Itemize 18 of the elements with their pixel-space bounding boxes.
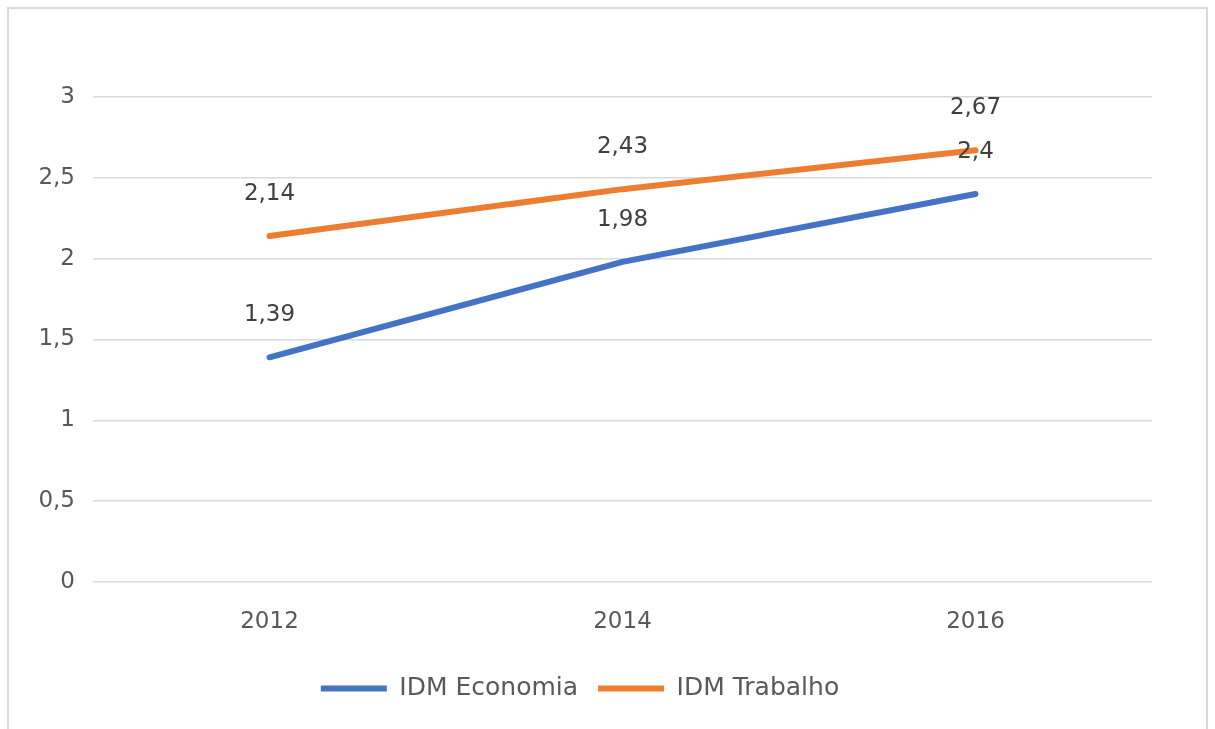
y-tick-label: 0 — [60, 566, 75, 593]
data-label: 1,98 — [596, 204, 649, 231]
x-tick-label: 2014 — [593, 606, 652, 633]
data-label: 2,14 — [243, 179, 296, 205]
legend-label: IDM Economia — [399, 672, 579, 701]
x-tick-label: 2012 — [240, 606, 299, 633]
y-tick-label: 1,5 — [38, 324, 75, 351]
data-label: 2,4 — [957, 136, 994, 163]
data-label: 2,67 — [949, 93, 1002, 120]
y-tick-label: 1 — [60, 405, 75, 432]
data-label: 2,43 — [596, 132, 649, 159]
data-label: 1,39 — [243, 300, 296, 327]
y-tick-label: 2 — [60, 243, 75, 270]
y-tick-label: 3 — [60, 81, 75, 108]
x-tick-label: 2016 — [946, 606, 1005, 633]
y-tick-label: 2,5 — [38, 162, 75, 189]
y-tick-label: 0,5 — [38, 486, 75, 513]
legend-label: IDM Trabalho — [676, 672, 840, 701]
